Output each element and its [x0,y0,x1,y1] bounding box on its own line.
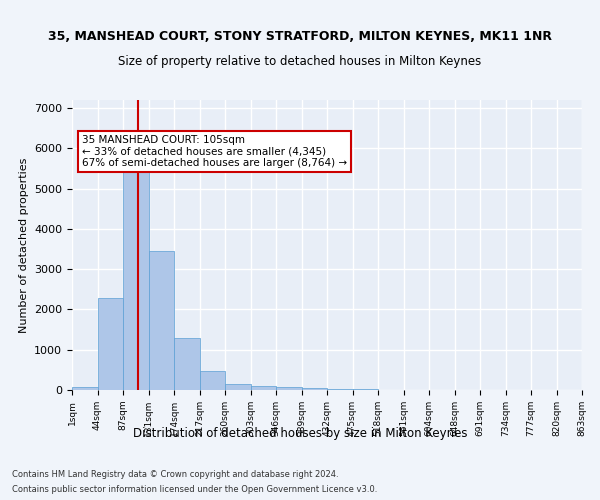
Text: 35, MANSHEAD COURT, STONY STRATFORD, MILTON KEYNES, MK11 1NR: 35, MANSHEAD COURT, STONY STRATFORD, MIL… [48,30,552,43]
Bar [72,387,97,390]
Bar [276,387,302,390]
Bar [225,384,251,390]
Text: 35 MANSHEAD COURT: 105sqm
← 33% of detached houses are smaller (4,345)
67% of se: 35 MANSHEAD COURT: 105sqm ← 33% of detac… [82,135,347,168]
Bar [302,388,327,390]
Bar [97,298,123,390]
Bar [123,170,149,390]
Text: Size of property relative to detached houses in Milton Keynes: Size of property relative to detached ho… [118,55,482,68]
Bar [353,389,378,390]
Text: Contains HM Land Registry data © Crown copyright and database right 2024.: Contains HM Land Registry data © Crown c… [12,470,338,479]
Bar [199,372,225,390]
Y-axis label: Number of detached properties: Number of detached properties [19,158,29,332]
Bar [251,386,276,390]
Text: Distribution of detached houses by size in Milton Keynes: Distribution of detached houses by size … [133,428,467,440]
Bar [327,389,353,390]
Text: Contains public sector information licensed under the Open Government Licence v3: Contains public sector information licen… [12,485,377,494]
Bar [149,251,174,390]
Bar [174,338,199,390]
